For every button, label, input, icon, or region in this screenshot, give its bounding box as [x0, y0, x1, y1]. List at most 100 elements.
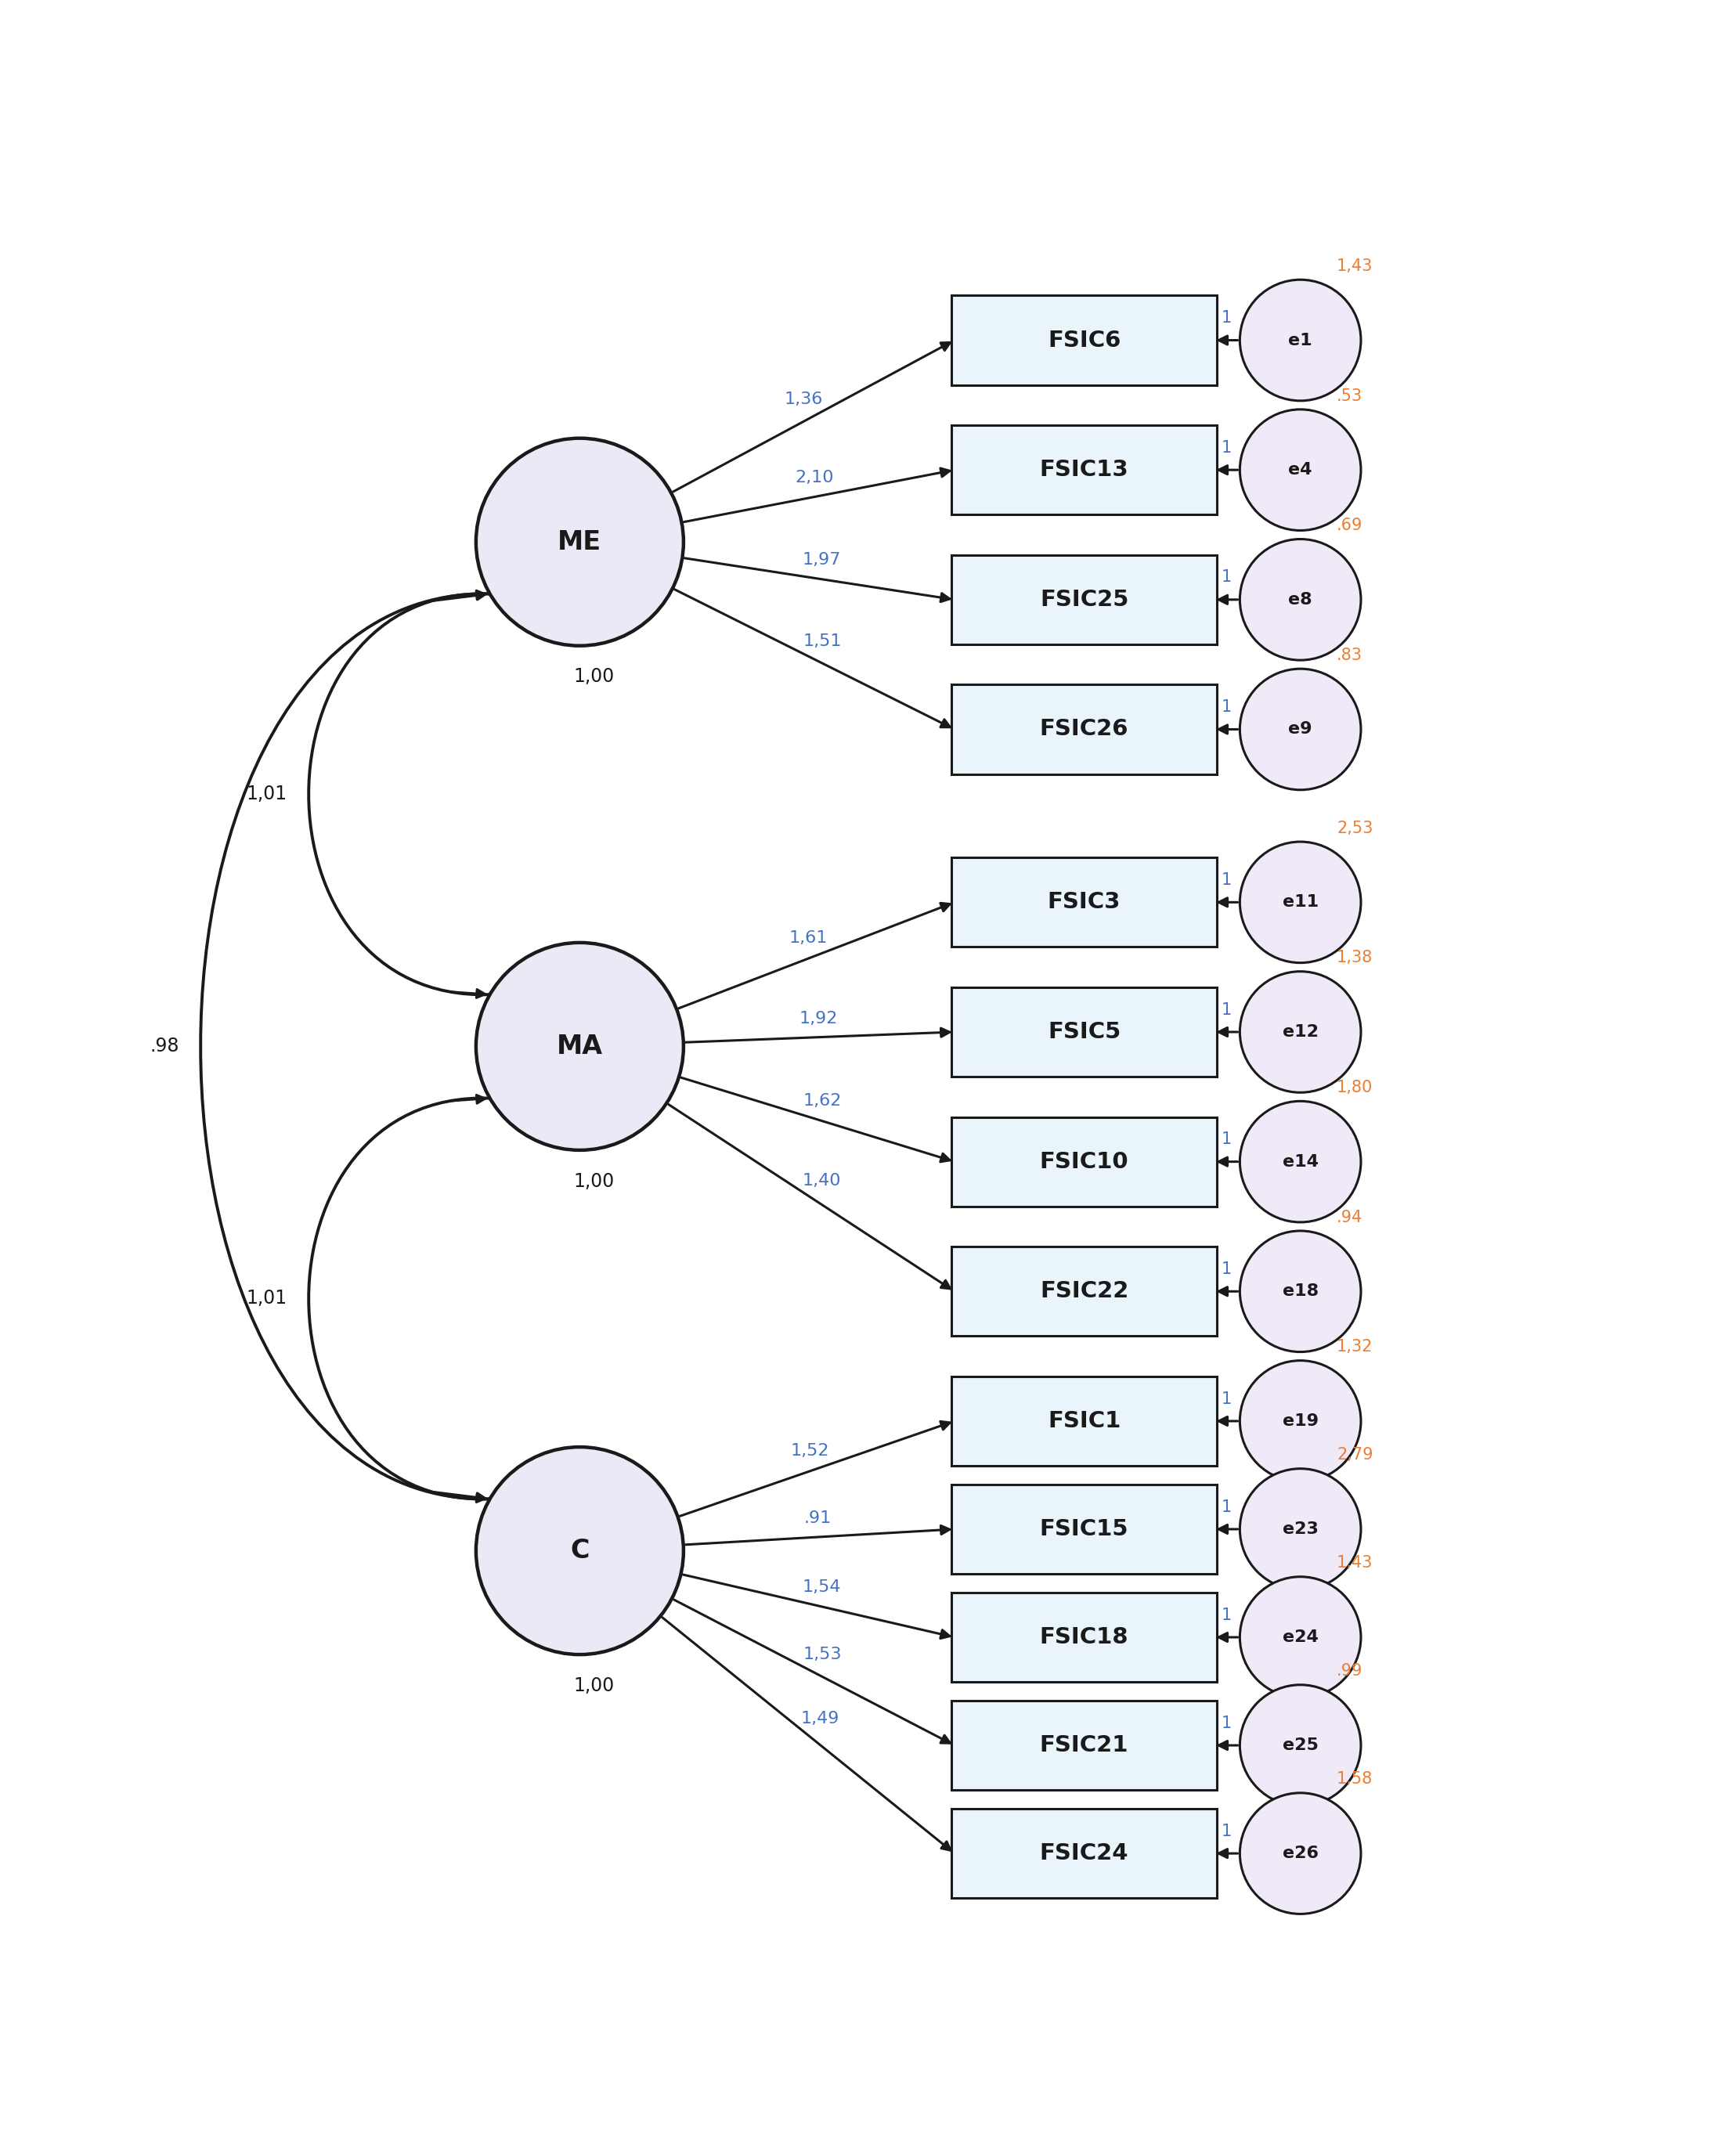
Circle shape [1240, 669, 1361, 790]
Text: FSIC15: FSIC15 [1040, 1519, 1128, 1540]
Circle shape [1240, 410, 1361, 530]
Text: 1,92: 1,92 [799, 1010, 837, 1025]
Text: 1,61: 1,61 [790, 929, 828, 946]
Text: 1,40: 1,40 [802, 1173, 840, 1188]
Text: 1: 1 [1222, 440, 1233, 455]
Text: e14: e14 [1283, 1153, 1318, 1171]
Text: .91: .91 [804, 1510, 832, 1525]
FancyBboxPatch shape [951, 425, 1217, 515]
Text: C: C [569, 1538, 589, 1564]
Circle shape [1240, 1102, 1361, 1222]
Circle shape [1240, 1576, 1361, 1698]
FancyBboxPatch shape [951, 1485, 1217, 1574]
Text: FSIC26: FSIC26 [1040, 718, 1128, 741]
Text: FSIC10: FSIC10 [1040, 1151, 1128, 1173]
Text: e25: e25 [1283, 1737, 1318, 1754]
FancyBboxPatch shape [951, 1593, 1217, 1681]
Text: 1,43: 1,43 [1337, 1555, 1373, 1570]
FancyBboxPatch shape [951, 686, 1217, 773]
Text: e8: e8 [1288, 592, 1312, 607]
FancyBboxPatch shape [951, 295, 1217, 384]
Text: e24: e24 [1283, 1630, 1318, 1645]
Text: 1,38: 1,38 [1337, 951, 1373, 965]
Text: 1,01: 1,01 [247, 1290, 286, 1307]
Text: e4: e4 [1288, 461, 1312, 478]
Text: FSIC13: FSIC13 [1040, 459, 1128, 481]
Text: e23: e23 [1283, 1521, 1318, 1538]
Text: 1,36: 1,36 [785, 391, 823, 408]
Text: 1,53: 1,53 [802, 1647, 842, 1662]
FancyBboxPatch shape [951, 1700, 1217, 1790]
FancyBboxPatch shape [951, 987, 1217, 1077]
Circle shape [1240, 1685, 1361, 1805]
Text: 1,62: 1,62 [804, 1094, 842, 1109]
Text: MA: MA [557, 1034, 602, 1059]
Text: FSIC24: FSIC24 [1040, 1843, 1128, 1865]
Text: 1: 1 [1222, 570, 1233, 585]
Circle shape [1240, 1470, 1361, 1589]
Text: e26: e26 [1283, 1846, 1318, 1860]
Text: FSIC6: FSIC6 [1047, 329, 1121, 350]
Text: FSIC18: FSIC18 [1040, 1625, 1128, 1649]
Circle shape [1240, 972, 1361, 1091]
Text: 1,00: 1,00 [573, 1173, 615, 1190]
Circle shape [476, 942, 684, 1149]
Circle shape [1240, 280, 1361, 402]
Text: 1,51: 1,51 [802, 634, 842, 649]
Text: FSIC22: FSIC22 [1040, 1279, 1128, 1303]
Circle shape [1240, 538, 1361, 660]
Text: .94: .94 [1337, 1209, 1363, 1226]
Text: 1,54: 1,54 [802, 1579, 842, 1596]
Text: 2,79: 2,79 [1337, 1448, 1373, 1463]
Text: 1: 1 [1222, 698, 1233, 716]
Circle shape [1240, 1361, 1361, 1482]
FancyBboxPatch shape [951, 1247, 1217, 1335]
Text: 1: 1 [1222, 1606, 1233, 1623]
Circle shape [1240, 1230, 1361, 1352]
FancyBboxPatch shape [951, 857, 1217, 946]
FancyBboxPatch shape [951, 555, 1217, 645]
Text: 1,00: 1,00 [573, 1677, 615, 1696]
Text: FSIC3: FSIC3 [1047, 891, 1121, 914]
Text: 1,01: 1,01 [247, 784, 286, 803]
Circle shape [476, 1446, 684, 1655]
Text: .53: .53 [1337, 389, 1363, 404]
Circle shape [476, 438, 684, 645]
Text: 1: 1 [1222, 1260, 1233, 1277]
Text: e19: e19 [1283, 1414, 1318, 1429]
Text: 1: 1 [1222, 310, 1233, 327]
Text: 1,00: 1,00 [573, 666, 615, 686]
Text: 2,53: 2,53 [1337, 820, 1373, 835]
FancyBboxPatch shape [951, 1809, 1217, 1899]
Text: .98: .98 [149, 1036, 179, 1055]
Text: 2,10: 2,10 [795, 470, 833, 485]
Text: 1,49: 1,49 [800, 1711, 840, 1726]
Circle shape [1240, 1792, 1361, 1914]
Text: 1: 1 [1222, 1132, 1233, 1147]
Text: 1,32: 1,32 [1337, 1339, 1373, 1354]
Text: 1,52: 1,52 [790, 1444, 830, 1459]
Text: e12: e12 [1283, 1023, 1318, 1040]
Text: e1: e1 [1288, 333, 1312, 348]
Text: 1: 1 [1222, 1824, 1233, 1839]
Text: 1,58: 1,58 [1337, 1771, 1373, 1788]
Circle shape [1240, 842, 1361, 963]
Text: FSIC1: FSIC1 [1047, 1410, 1121, 1431]
Text: FSIC5: FSIC5 [1047, 1021, 1121, 1042]
FancyBboxPatch shape [951, 1376, 1217, 1465]
Text: .99: .99 [1337, 1664, 1363, 1679]
Text: FSIC21: FSIC21 [1040, 1734, 1128, 1756]
Text: e18: e18 [1283, 1284, 1318, 1299]
Text: 1: 1 [1222, 871, 1233, 889]
Text: .69: .69 [1337, 517, 1363, 534]
Text: 1: 1 [1222, 1715, 1233, 1730]
Text: 1: 1 [1222, 1499, 1233, 1514]
Text: .83: .83 [1337, 647, 1363, 662]
Text: 1,80: 1,80 [1337, 1079, 1373, 1096]
Text: e9: e9 [1288, 722, 1312, 737]
FancyBboxPatch shape [951, 1117, 1217, 1207]
Text: FSIC25: FSIC25 [1040, 590, 1128, 611]
Text: 1,97: 1,97 [802, 553, 840, 568]
Text: 1: 1 [1222, 1391, 1233, 1408]
Text: e11: e11 [1283, 895, 1318, 910]
